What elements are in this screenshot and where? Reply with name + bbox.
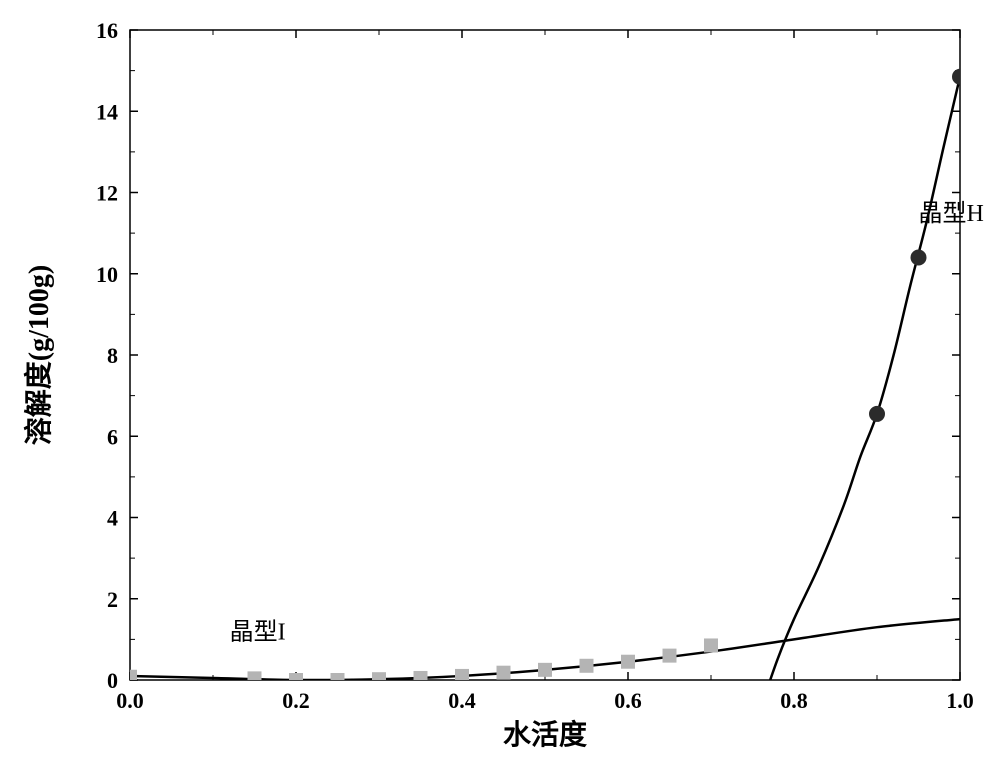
series-label-0: 晶型I <box>230 618 286 645</box>
marker-square <box>455 669 469 683</box>
series-label-1: 晶型H <box>919 200 984 227</box>
marker-square <box>289 673 303 687</box>
marker-square <box>621 655 635 669</box>
x-tick-label: 0.8 <box>780 688 808 713</box>
chart-container: { "chart": { "type": "scatter-with-curve… <box>0 0 1000 781</box>
solubility-chart: 0.0 0.2 0.4 0.6 0.8 1.0 0 2 4 6 8 10 12 14 16 水活度 溶解度(g/… <box>0 0 1000 781</box>
y-tick-label: 0 <box>107 668 118 693</box>
x-axis-title: 水活度 <box>503 719 587 751</box>
x-tick-label: 1.0 <box>946 688 974 713</box>
marker-square <box>123 670 137 684</box>
y-axis-title: 溶解度(g/100g) <box>22 265 55 445</box>
marker-square <box>580 659 594 673</box>
marker-square <box>538 663 552 677</box>
x-tick-label: 0.4 <box>448 688 476 713</box>
y-tick-label: 8 <box>107 343 118 368</box>
y-tick-label: 6 <box>107 424 118 449</box>
y-tick-label: 2 <box>107 587 118 612</box>
y-tick-label: 4 <box>107 506 118 531</box>
x-tick-label: 0.0 <box>116 688 144 713</box>
marker-square <box>248 671 262 685</box>
y-tick-label: 14 <box>96 99 118 124</box>
marker-square <box>414 671 428 685</box>
y-tick-label: 10 <box>96 262 118 287</box>
series-curve-1 <box>759 77 960 713</box>
y-tick-label: 12 <box>96 181 118 206</box>
marker-circle <box>869 406 885 422</box>
marker-square <box>497 666 511 680</box>
plot-area <box>123 69 968 713</box>
marker-square <box>372 672 386 686</box>
y-tick-label: 16 <box>96 18 118 43</box>
x-tick-label: 0.6 <box>614 688 642 713</box>
plot-frame <box>130 30 960 680</box>
marker-circle <box>911 250 927 266</box>
marker-square <box>663 649 677 663</box>
marker-circle <box>952 69 968 85</box>
marker-square <box>331 673 345 687</box>
marker-square <box>704 638 718 652</box>
x-tick-label: 0.2 <box>282 688 310 713</box>
